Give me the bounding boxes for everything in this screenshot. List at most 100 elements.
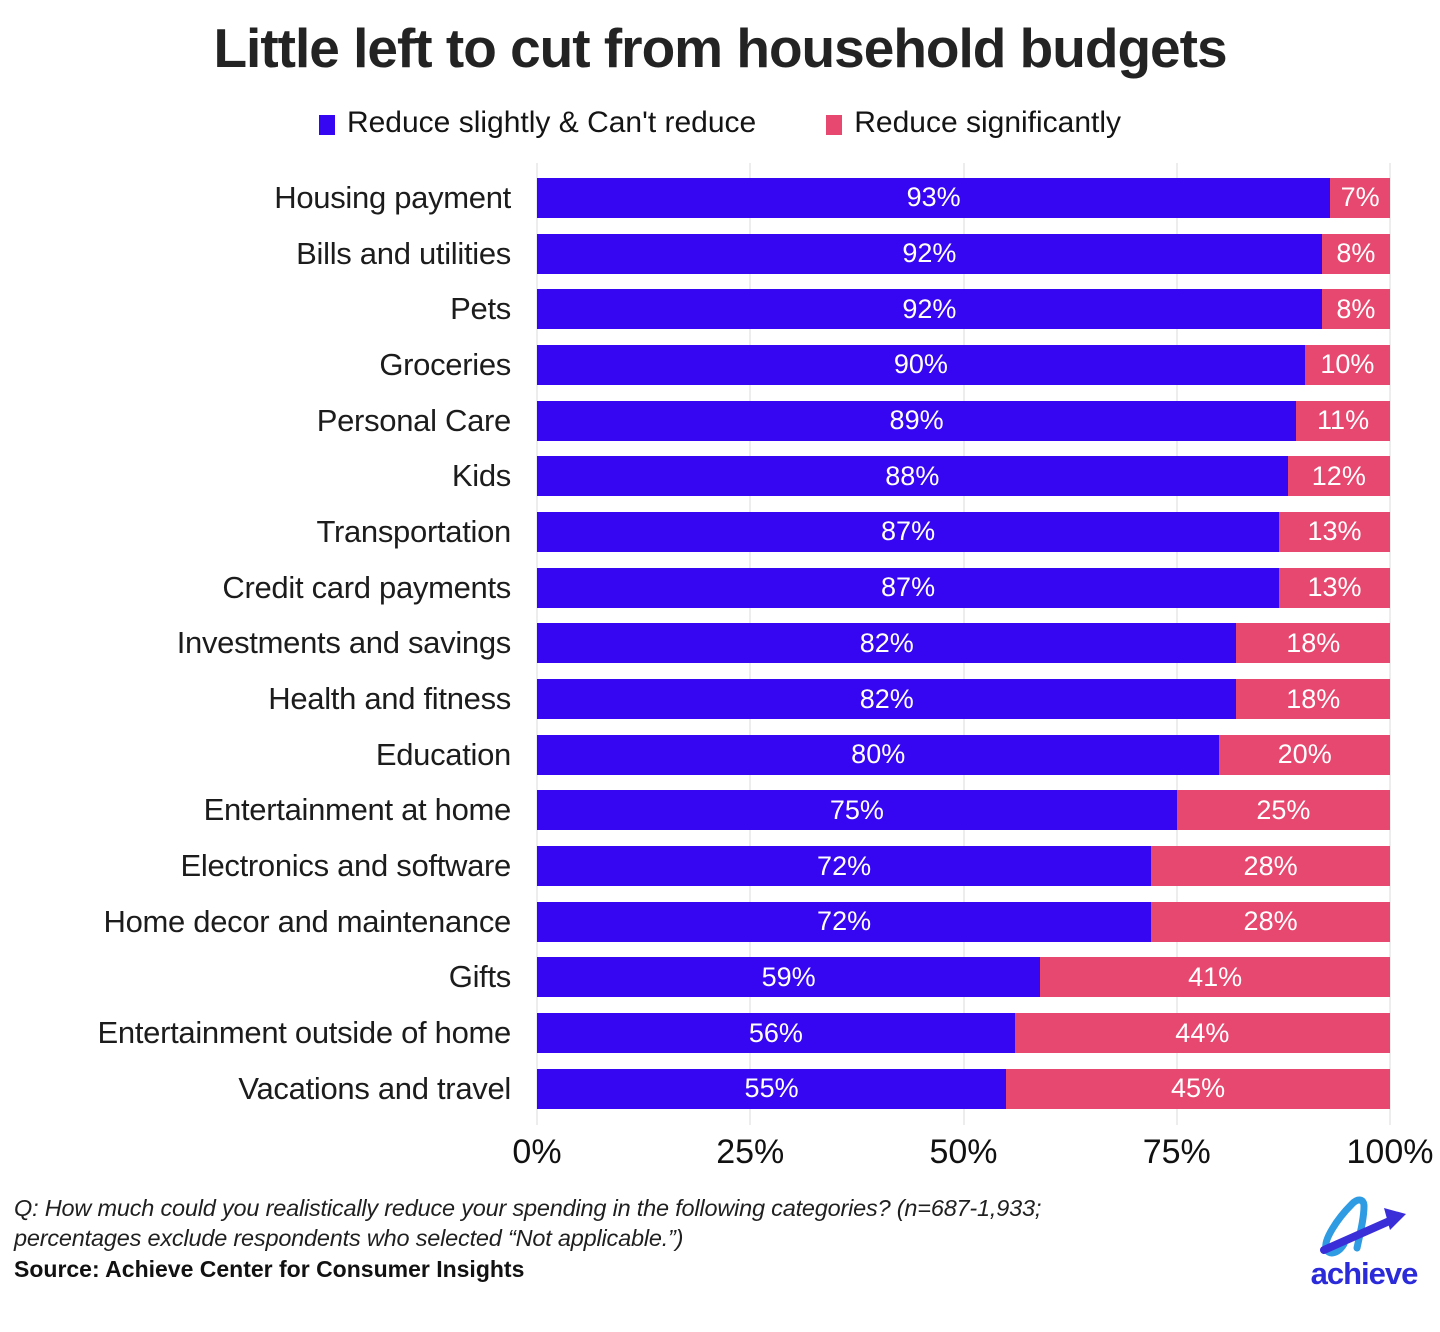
bar-rows: Housing payment 93% 7% Bills and utilities 9…	[0, 163, 1440, 1125]
category-label: Personal Care	[316, 402, 512, 438]
bar-value-label: 12%	[1311, 460, 1366, 491]
bar-value-label: 56%	[748, 1017, 803, 1048]
bar-segment-blue: 87%	[537, 511, 1280, 552]
category-label: Kids	[451, 458, 511, 494]
category-label: Groceries	[379, 346, 511, 382]
bar-segment-pink: 8%	[1321, 233, 1390, 274]
bar-segment-pink: 28%	[1151, 901, 1390, 942]
bar-value-label: 13%	[1307, 516, 1362, 547]
legend-label-reduce-significantly: Reduce significantly	[854, 106, 1122, 139]
bar-track: 80% 20%	[537, 734, 1390, 775]
x-axis-tick: 0%	[512, 1132, 562, 1171]
bar-segment-blue: 72%	[537, 846, 1152, 887]
bar-segment-blue: 88%	[537, 456, 1288, 497]
x-axis-tick: 50%	[929, 1132, 998, 1171]
legend-swatch-pink	[826, 115, 843, 135]
bar-segment-blue: 55%	[537, 1068, 1007, 1109]
bar-row: Investments and savings 82% 18%	[0, 616, 1440, 672]
legend-item-reduce-slightly: Reduce slightly & Can't reduce	[318, 106, 756, 140]
footnote-line-1: Q: How much could you realistically redu…	[14, 1194, 1042, 1221]
category-label: Electronics and software	[180, 848, 511, 884]
bar-segment-pink: 28%	[1151, 846, 1390, 887]
bar-segment-blue: 82%	[537, 679, 1237, 720]
bar-segment-pink: 41%	[1040, 957, 1390, 998]
bar-value-label: 75%	[829, 794, 884, 825]
bar-track: 59% 41%	[537, 957, 1390, 998]
bar-row: Education 80% 20%	[0, 727, 1440, 783]
bar-value-label: 59%	[761, 961, 816, 992]
bar-segment-pink: 44%	[1014, 1013, 1390, 1054]
bar-value-label: 88%	[885, 460, 940, 491]
bar-value-label: 82%	[859, 683, 914, 714]
bar-value-label: 18%	[1286, 627, 1341, 658]
bar-segment-blue: 92%	[537, 289, 1322, 330]
bar-value-label: 44%	[1175, 1017, 1230, 1048]
bar-value-label: 55%	[744, 1073, 799, 1104]
bar-row: Health and fitness 82% 18%	[0, 671, 1440, 727]
bar-row: Electronics and software 72% 28%	[0, 838, 1440, 894]
bar-segment-pink: 11%	[1296, 400, 1390, 441]
bar-segment-blue: 90%	[537, 344, 1305, 385]
bar-track: 93% 7%	[537, 177, 1390, 218]
bar-value-label: 8%	[1336, 238, 1376, 269]
bar-segment-pink: 8%	[1321, 289, 1390, 330]
category-label: Health and fitness	[268, 681, 511, 717]
bar-value-label: 89%	[889, 405, 944, 436]
bar-row: Kids 88% 12%	[0, 448, 1440, 504]
category-label: Pets	[450, 291, 511, 327]
bar-row: Home decor and maintenance 72% 28%	[0, 894, 1440, 950]
bar-segment-blue: 89%	[537, 400, 1297, 441]
bar-value-label: 90%	[893, 349, 948, 380]
x-axis-tick: 25%	[716, 1132, 785, 1171]
bar-segment-blue: 80%	[537, 734, 1220, 775]
bar-track: 92% 8%	[537, 233, 1390, 274]
bar-row: Personal Care 89% 11%	[0, 393, 1440, 449]
bar-value-label: 11%	[1317, 405, 1370, 436]
category-label: Bills and utilities	[296, 235, 511, 271]
category-label: Investments and savings	[176, 625, 512, 661]
x-axis-tick: 75%	[1142, 1132, 1211, 1171]
bar-segment-blue: 87%	[537, 567, 1280, 608]
bar-row: Gifts 59% 41%	[0, 950, 1440, 1006]
footer: Q: How much could you realistically redu…	[0, 1193, 1440, 1283]
bar-track: 72% 28%	[537, 846, 1390, 887]
bar-track: 88% 12%	[537, 456, 1390, 497]
bar-track: 75% 25%	[537, 790, 1390, 831]
bar-track: 55% 45%	[537, 1068, 1390, 1109]
bar-segment-blue: 72%	[537, 901, 1152, 942]
chart-title: Little left to cut from household budget…	[213, 17, 1227, 79]
bar-track: 56% 44%	[537, 1013, 1390, 1054]
bar-track: 72% 28%	[537, 901, 1390, 942]
achieve-logo: achieve	[1311, 1196, 1419, 1291]
legend-swatch-blue	[318, 115, 335, 135]
bar-segment-pink: 12%	[1287, 456, 1390, 497]
category-label: Gifts	[448, 959, 512, 995]
bar-track: 82% 18%	[537, 679, 1390, 720]
bar-segment-pink: 18%	[1236, 679, 1390, 720]
bar-value-label: 92%	[902, 293, 957, 324]
bar-segment-blue: 56%	[537, 1013, 1015, 1054]
bar-value-label: 7%	[1340, 182, 1380, 213]
category-label: Education	[375, 736, 511, 772]
bar-track: 87% 13%	[537, 567, 1390, 608]
gridline-100	[1389, 163, 1391, 1125]
bar-segment-pink: 18%	[1236, 623, 1390, 664]
bar-value-label: 87%	[881, 516, 936, 547]
bar-row: Credit card payments 87% 13%	[0, 560, 1440, 616]
bar-value-label: 93%	[906, 182, 961, 213]
bar-value-label: 41%	[1188, 961, 1243, 992]
bar-row: Entertainment outside of home 56% 44%	[0, 1005, 1440, 1061]
bar-segment-blue: 75%	[537, 790, 1177, 831]
achieve-logo-a-icon	[1320, 1196, 1406, 1257]
bar-segment-blue: 59%	[537, 957, 1041, 998]
bar-row: Bills and utilities 92% 8%	[0, 226, 1440, 282]
x-axis: 0% 25% 50% 75% 100%	[0, 1123, 1440, 1179]
category-label: Home decor and maintenance	[103, 903, 511, 939]
bar-value-label: 72%	[817, 850, 872, 881]
bar-value-label: 87%	[881, 572, 936, 603]
bar-row: Transportation 87% 13%	[0, 504, 1440, 560]
bar-track: 90% 10%	[537, 344, 1390, 385]
bar-track: 89% 11%	[537, 400, 1390, 441]
category-label: Entertainment outside of home	[97, 1015, 512, 1051]
